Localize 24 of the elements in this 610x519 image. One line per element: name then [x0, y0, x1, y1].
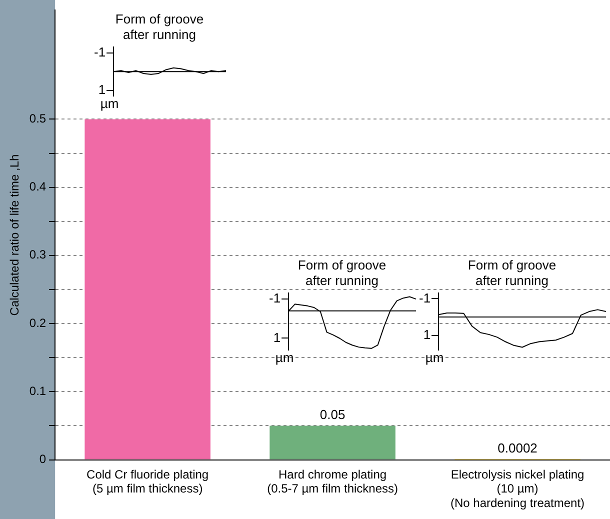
chart-title: Form of groove after running	[468, 257, 556, 288]
y-tick-label: 1	[273, 330, 281, 345]
y-tick-label: 0.2	[29, 316, 46, 330]
x-tick-label: Electrolysis nickel plating (10 µm) (No hardening treatment)	[450, 467, 585, 510]
y-axis-title: µm	[425, 350, 444, 366]
data-label: 0.05	[320, 406, 346, 422]
y-tick-label: 1	[423, 326, 431, 342]
y-tick-label: 0.5	[29, 112, 46, 126]
y-tick-label: 0.4	[29, 180, 46, 194]
x-tick-label: Hard chrome plating (0.5-7 µm film thickness)	[267, 467, 398, 496]
y-tick-label: -1	[268, 290, 281, 306]
chart-title: Form of groove after running	[298, 257, 386, 288]
y-tick-label: 0.1	[29, 384, 46, 398]
y-tick-label: -1	[94, 44, 106, 60]
y-tick-label: 1	[98, 82, 106, 97]
chart-title: Form of groove after running	[115, 11, 204, 42]
x-tick-label: Cold Cr fluoride plating (5 µm film thickness)	[86, 467, 209, 496]
data-label: 0.0002	[498, 440, 538, 456]
y-axis-title: µm	[275, 350, 294, 366]
y-tick-label: 0.3	[29, 248, 46, 262]
y-tick-label: -1	[418, 290, 431, 306]
y-axis-title: Calculated ratio of life time ,Lh	[8, 154, 22, 316]
y-axis-title: µm	[100, 96, 119, 112]
y-tick-label: 0	[39, 452, 46, 466]
